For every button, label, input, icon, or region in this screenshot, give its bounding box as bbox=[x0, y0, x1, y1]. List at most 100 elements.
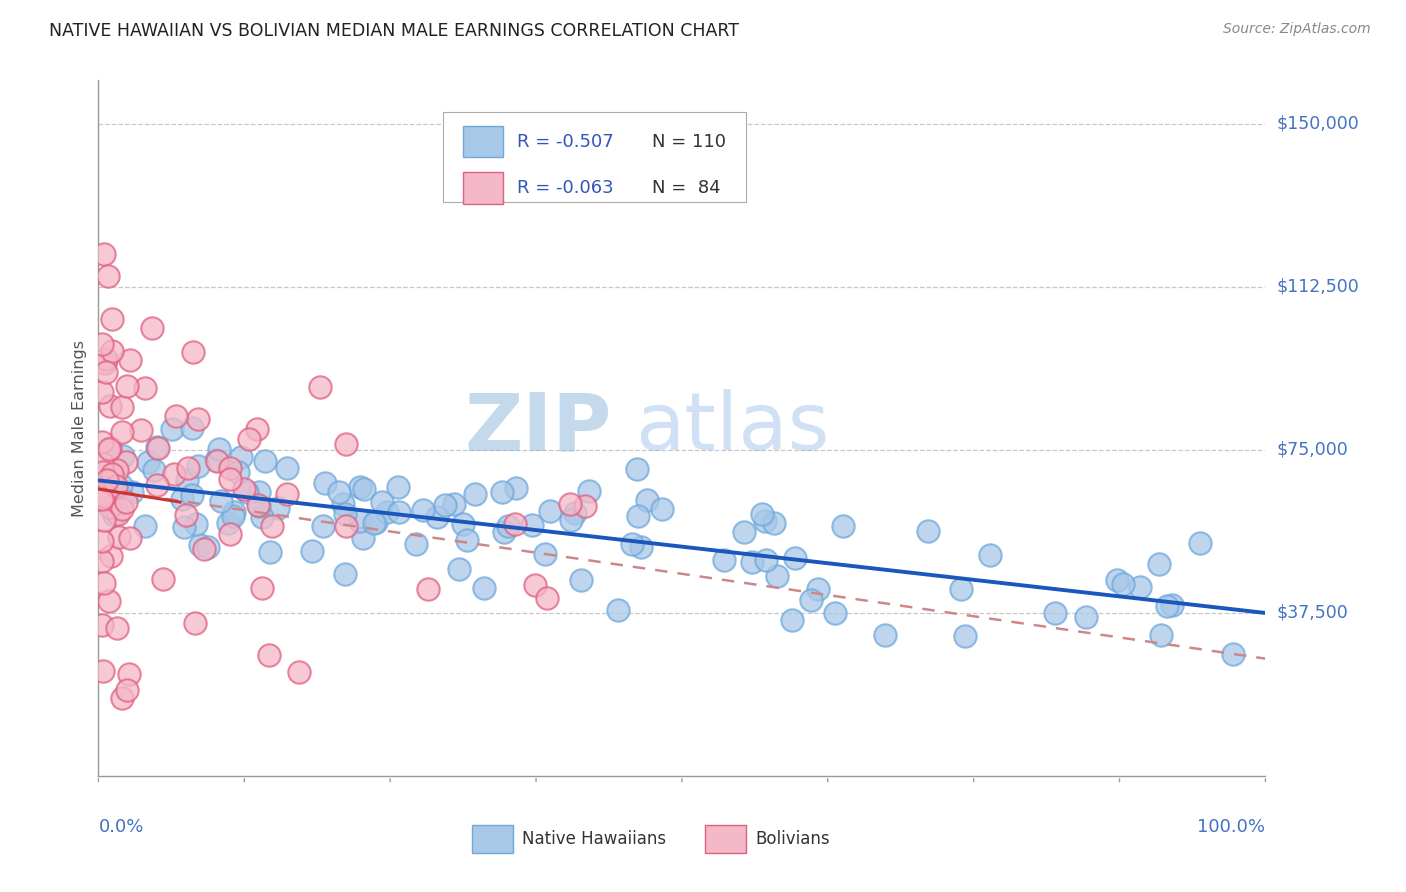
Point bbox=[226, 465, 249, 479]
Point bbox=[181, 345, 204, 359]
Point bbox=[1147, 557, 1170, 571]
Point bbox=[949, 582, 972, 597]
Point bbox=[187, 458, 209, 473]
Point bbox=[184, 616, 207, 631]
Point bbox=[115, 495, 138, 509]
Point bbox=[416, 582, 439, 596]
Point bbox=[193, 542, 215, 557]
Point bbox=[333, 507, 356, 521]
Point bbox=[91, 466, 114, 480]
Point bbox=[254, 454, 277, 468]
Point bbox=[754, 514, 776, 528]
Point bbox=[1156, 599, 1178, 614]
Point bbox=[364, 515, 387, 529]
Point bbox=[152, 572, 174, 586]
Point bbox=[538, 504, 561, 518]
Text: Source: ZipAtlas.com: Source: ZipAtlas.com bbox=[1223, 22, 1371, 37]
Point bbox=[120, 531, 142, 545]
Point bbox=[205, 454, 228, 468]
Text: NATIVE HAWAIIAN VS BOLIVIAN MEDIAN MALE EARNINGS CORRELATION CHART: NATIVE HAWAIIAN VS BOLIVIAN MEDIAN MALE … bbox=[49, 22, 740, 40]
Point bbox=[472, 581, 495, 595]
Point bbox=[115, 454, 138, 468]
Point bbox=[110, 502, 132, 516]
Point bbox=[233, 482, 256, 496]
Text: ZIP: ZIP bbox=[464, 389, 612, 467]
Point bbox=[111, 425, 134, 439]
Point bbox=[187, 412, 209, 426]
Point bbox=[491, 485, 513, 500]
Point bbox=[312, 519, 335, 533]
Point bbox=[93, 576, 115, 591]
Point bbox=[1189, 536, 1212, 550]
Point bbox=[97, 268, 120, 283]
Point bbox=[335, 518, 357, 533]
Point bbox=[1149, 628, 1171, 642]
Point bbox=[434, 499, 457, 513]
Point bbox=[453, 517, 475, 532]
Text: atlas: atlas bbox=[636, 389, 830, 467]
Point bbox=[103, 508, 125, 522]
Point bbox=[236, 484, 259, 499]
Point bbox=[412, 503, 434, 517]
Point bbox=[148, 441, 170, 455]
Point bbox=[558, 497, 581, 511]
Point bbox=[536, 591, 558, 605]
Point bbox=[181, 421, 204, 435]
Point bbox=[93, 483, 115, 498]
Point bbox=[783, 550, 806, 565]
Point bbox=[176, 473, 198, 487]
Point bbox=[96, 473, 118, 487]
Point bbox=[101, 312, 124, 326]
FancyBboxPatch shape bbox=[472, 825, 513, 853]
Point bbox=[238, 432, 260, 446]
Point bbox=[105, 621, 128, 635]
Point bbox=[142, 463, 165, 477]
Point bbox=[134, 519, 156, 533]
Point bbox=[626, 461, 648, 475]
Text: $37,500: $37,500 bbox=[1277, 604, 1348, 622]
Point bbox=[90, 336, 112, 351]
Point bbox=[90, 480, 112, 494]
Point bbox=[105, 479, 128, 493]
Point bbox=[494, 525, 516, 540]
Point bbox=[90, 533, 112, 548]
Point bbox=[101, 344, 124, 359]
Point bbox=[111, 449, 134, 463]
Point bbox=[505, 481, 527, 495]
Point bbox=[93, 489, 115, 503]
Point bbox=[533, 548, 555, 562]
Point bbox=[578, 483, 600, 498]
Point bbox=[257, 648, 280, 663]
Text: R = -0.063: R = -0.063 bbox=[517, 179, 614, 197]
Point bbox=[180, 488, 202, 502]
Point bbox=[218, 526, 240, 541]
Point bbox=[209, 493, 232, 508]
Point bbox=[335, 437, 357, 451]
Point bbox=[94, 351, 117, 366]
Point bbox=[90, 618, 112, 632]
Point bbox=[349, 514, 371, 528]
Point bbox=[627, 508, 650, 523]
Text: N = 110: N = 110 bbox=[651, 133, 725, 151]
Point bbox=[246, 422, 269, 436]
Point bbox=[443, 497, 465, 511]
Point bbox=[93, 513, 115, 527]
Point bbox=[464, 487, 486, 501]
Point bbox=[620, 537, 643, 551]
Point bbox=[146, 477, 169, 491]
Point bbox=[309, 380, 332, 394]
Point bbox=[1160, 598, 1182, 612]
Text: $150,000: $150,000 bbox=[1277, 115, 1360, 133]
Point bbox=[335, 567, 357, 582]
Point bbox=[276, 461, 298, 475]
FancyBboxPatch shape bbox=[463, 126, 503, 157]
Point bbox=[170, 492, 193, 507]
Point bbox=[94, 366, 117, 380]
Point bbox=[301, 544, 323, 558]
Point bbox=[134, 381, 156, 395]
Point bbox=[574, 499, 596, 513]
Point bbox=[131, 423, 153, 437]
Point bbox=[93, 247, 115, 261]
Point bbox=[780, 613, 803, 627]
Point bbox=[90, 487, 112, 501]
